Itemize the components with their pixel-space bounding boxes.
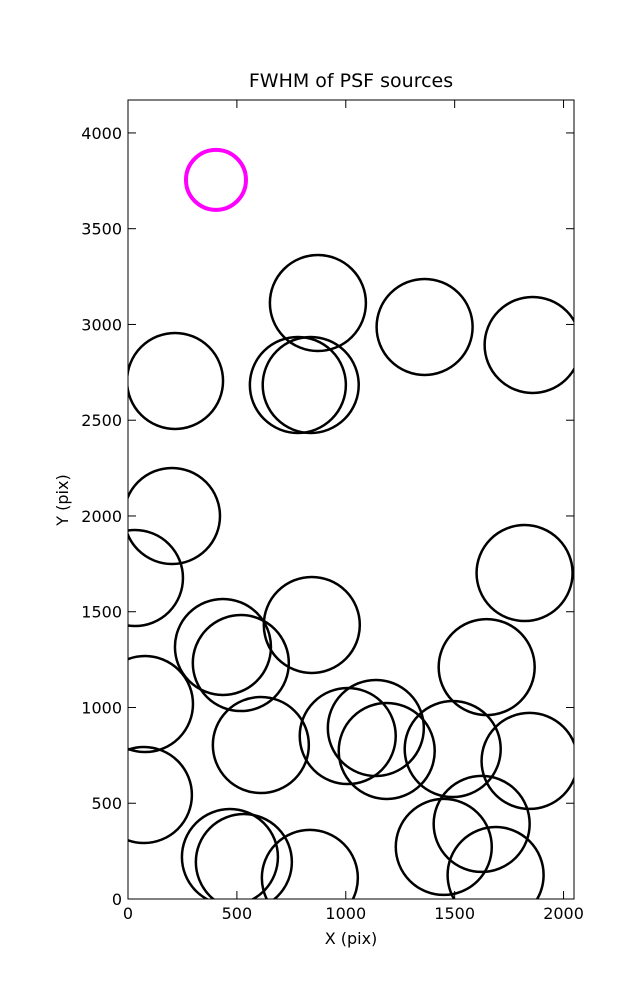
source-circle [248, 335, 348, 435]
source-circle [260, 828, 360, 899]
source-circle [194, 812, 294, 899]
source-circle [262, 575, 362, 675]
x-tick-label: 0 [123, 904, 133, 923]
source-circle [375, 277, 474, 377]
x-axis-label: X (pix) [325, 929, 378, 948]
y-tick-label: 2000 [81, 507, 122, 526]
source-circle [337, 701, 436, 801]
source-circle [403, 699, 502, 799]
source-circle [394, 797, 494, 897]
source-circle [326, 678, 426, 778]
source-circle [128, 654, 195, 754]
plot-area [128, 147, 574, 899]
source-circle [128, 528, 185, 628]
y-tick-label: 0 [112, 890, 122, 909]
x-tick-label: 1500 [434, 904, 475, 923]
source-circle [211, 695, 311, 795]
plot-frame [127, 99, 575, 900]
y-tick-label: 3500 [81, 220, 122, 239]
source-circle [128, 331, 225, 431]
x-tick-label: 500 [222, 904, 253, 923]
source-circle [183, 147, 248, 212]
y-axis-label: Y (pix) [53, 474, 72, 526]
source-circle [268, 253, 368, 353]
x-tick-label: 1000 [325, 904, 366, 923]
source-circle [432, 774, 531, 874]
y-tick-label: 2500 [81, 411, 122, 430]
source-circle [128, 466, 222, 566]
y-tick-label: 1500 [81, 603, 122, 622]
source-circle [446, 825, 545, 899]
source-circle [173, 597, 273, 697]
source-circle [261, 335, 360, 435]
source-circle [191, 613, 291, 713]
y-tick-label: 3000 [81, 315, 122, 334]
source-circle [128, 745, 194, 845]
source-circle [480, 711, 574, 811]
source-circle [180, 807, 280, 899]
y-tick-label: 500 [91, 794, 122, 813]
x-tick-label: 2000 [543, 904, 584, 923]
source-circle [483, 295, 574, 395]
y-tick-label: 4000 [81, 124, 122, 143]
chart-title: FWHM of PSF sources [249, 70, 453, 92]
source-circle [475, 523, 574, 623]
y-tick-label: 1000 [81, 698, 122, 717]
